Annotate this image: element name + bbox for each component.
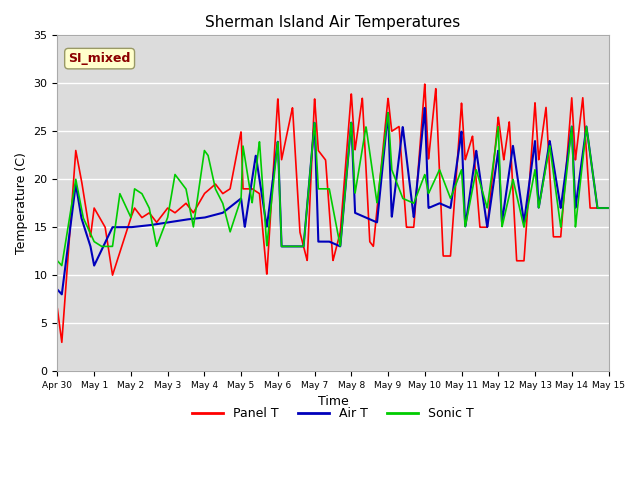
Line: Sonic T: Sonic T [58,113,609,265]
Line: Air T: Air T [58,108,609,294]
Y-axis label: Temperature (C): Temperature (C) [15,152,28,254]
Air T [149,222,157,228]
Panel T [605,205,612,211]
Title: Sherman Island Air Temperatures: Sherman Island Air Temperatures [205,15,461,30]
Sonic T [265,224,273,229]
Sonic T [116,192,124,198]
Sonic T [58,263,66,268]
Air T [265,208,273,214]
Panel T [149,215,157,221]
Sonic T [384,110,392,116]
Line: Panel T: Panel T [58,84,609,342]
Sonic T [594,205,602,211]
Air T [289,243,296,249]
Sonic T [149,226,157,231]
Panel T [58,339,66,345]
Air T [58,291,66,297]
Text: SI_mixed: SI_mixed [68,52,131,65]
Air T [421,105,429,111]
Panel T [594,205,602,211]
Air T [116,224,124,230]
Air T [605,205,612,211]
Sonic T [54,258,61,264]
Sonic T [535,205,543,211]
Air T [54,287,61,292]
Sonic T [605,205,612,211]
Panel T [421,81,429,87]
Air T [535,204,543,210]
Panel T [289,109,296,115]
Panel T [535,157,543,163]
Sonic T [289,243,296,249]
Air T [594,205,602,211]
Panel T [265,239,273,244]
Legend: Panel T, Air T, Sonic T: Panel T, Air T, Sonic T [188,402,479,425]
Panel T [54,306,61,312]
Panel T [116,248,124,253]
X-axis label: Time: Time [317,396,348,408]
